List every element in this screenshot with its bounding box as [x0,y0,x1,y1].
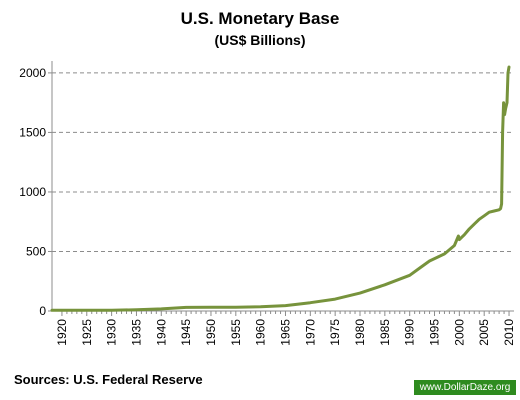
x-tick-label: 1970 [303,319,317,346]
x-tick-label: 2005 [477,319,491,346]
x-tick-label: 1945 [179,319,193,346]
x-tick-label: 1985 [378,319,392,346]
series-line-0 [50,65,511,312]
y-tick-label: 1000 [19,185,46,199]
y-tick-label: 2000 [19,66,46,80]
chart-subtitle: (US$ Billions) [214,32,305,48]
x-tick-label: 1955 [229,319,243,346]
series-layer [50,65,511,312]
axes [48,61,514,316]
x-tick-label: 1935 [129,319,143,346]
chart-title: U.S. Monetary Base [181,9,340,28]
x-tick-label: 1950 [204,319,218,346]
x-tick-label: 1980 [353,319,367,346]
x-tick-label: 1995 [428,319,442,346]
x-tick-label: 1960 [254,319,268,346]
x-tick-label: 1920 [55,319,69,346]
x-tick-label: 1925 [80,319,94,346]
source-note: Sources: U.S. Federal Reserve [14,372,203,387]
x-tick-label: 1990 [403,319,417,346]
x-tick-label: 2000 [452,319,466,346]
tick-labels: 0 500 1000 1500 2000 1920 1925 1930 1935 1940 1945… [19,66,516,346]
x-tick-label: 1975 [328,319,342,346]
x-tick-label: 1930 [105,319,119,346]
y-tick-label: 500 [26,244,46,258]
gridlines [52,72,514,252]
x-tick-label: 1940 [154,319,168,346]
x-tick-label: 1965 [278,319,292,346]
y-tick-label: 0 [39,304,46,318]
x-tick-label: 2010 [502,319,516,346]
watermark-badge: www.DollarDaze.org [414,380,516,395]
y-tick-label: 1500 [19,125,46,139]
